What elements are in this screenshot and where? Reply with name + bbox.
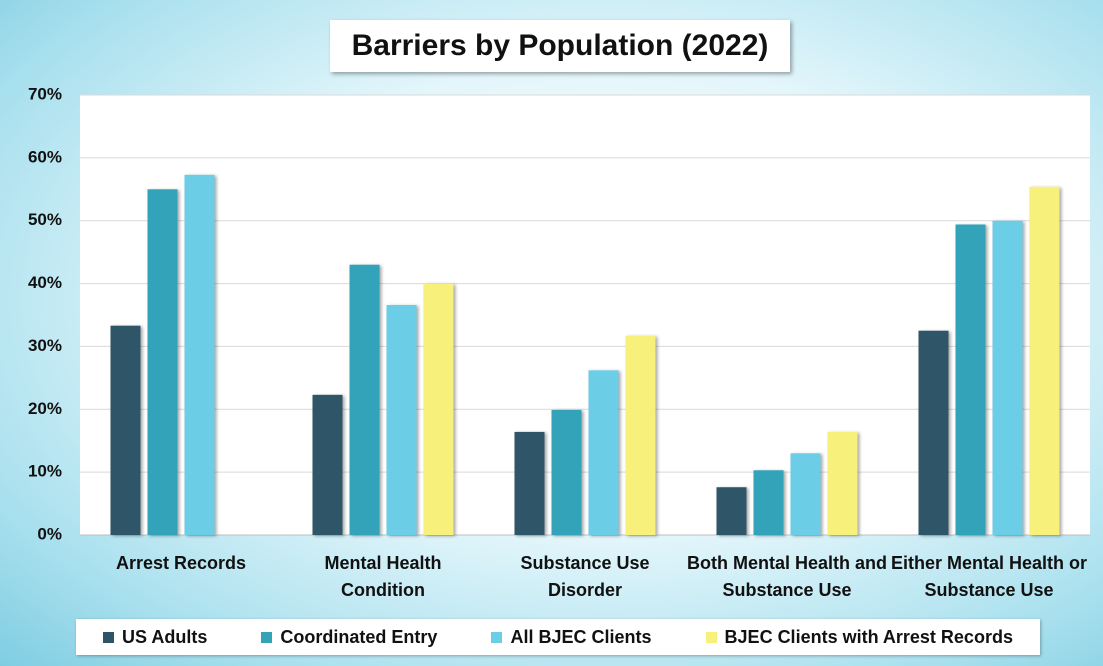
x-tick-label: Arrest Records xyxy=(115,553,247,573)
y-tick-label: 50% xyxy=(28,210,62,229)
bar xyxy=(110,325,141,535)
y-tick-label: 70% xyxy=(28,84,62,103)
y-tick-label: 20% xyxy=(28,399,62,418)
legend-swatch xyxy=(103,631,115,643)
bar xyxy=(716,487,747,535)
y-tick-label: 10% xyxy=(28,462,62,481)
legend-swatch xyxy=(261,631,273,643)
bar xyxy=(349,264,380,535)
x-tick-label: Either Mental Health or Substance Use xyxy=(890,553,1088,600)
bar xyxy=(423,283,454,535)
bar xyxy=(790,453,821,535)
bar xyxy=(918,330,949,535)
bar xyxy=(753,470,784,535)
legend: US Adults Coordinated Entry All BJEC Clien… xyxy=(76,619,1040,655)
x-tick-label: Mental Health Condition xyxy=(324,553,442,600)
bar xyxy=(551,409,582,535)
legend-label: Coordinated Entry xyxy=(280,626,438,647)
bar xyxy=(588,370,619,535)
legend-item: US Adults xyxy=(103,627,207,648)
legend-item: All BJEC Clients xyxy=(491,626,652,648)
bar xyxy=(386,304,417,535)
chart-title: Barriers by Population (2022) xyxy=(330,20,790,72)
x-tick-label: Both Mental Health and Substance Use xyxy=(687,553,888,600)
y-tick-label: 40% xyxy=(28,273,62,292)
x-tick-label: Substance Use Disorder xyxy=(520,553,650,600)
bar xyxy=(625,335,656,535)
bar xyxy=(147,189,178,536)
legend-label: BJEC Clients with Arrest Records xyxy=(724,626,1013,647)
legend-swatch xyxy=(705,631,717,643)
bar xyxy=(1029,186,1060,535)
legend-item: BJEC Clients with Arrest Records xyxy=(705,626,1013,648)
legend-item: Coordinated Entry xyxy=(261,627,437,648)
legend-label: US Adults xyxy=(122,626,208,647)
y-tick-label: 0% xyxy=(37,524,62,543)
bar xyxy=(184,174,215,536)
y-tick-label: 60% xyxy=(28,147,62,166)
legend-label: All BJEC Clients xyxy=(510,626,652,647)
bar xyxy=(992,220,1023,535)
bar xyxy=(312,394,343,535)
y-tick-label: 30% xyxy=(28,336,62,355)
bar xyxy=(955,224,986,535)
legend-swatch xyxy=(491,631,503,643)
bar xyxy=(514,431,545,535)
bar xyxy=(827,431,858,535)
